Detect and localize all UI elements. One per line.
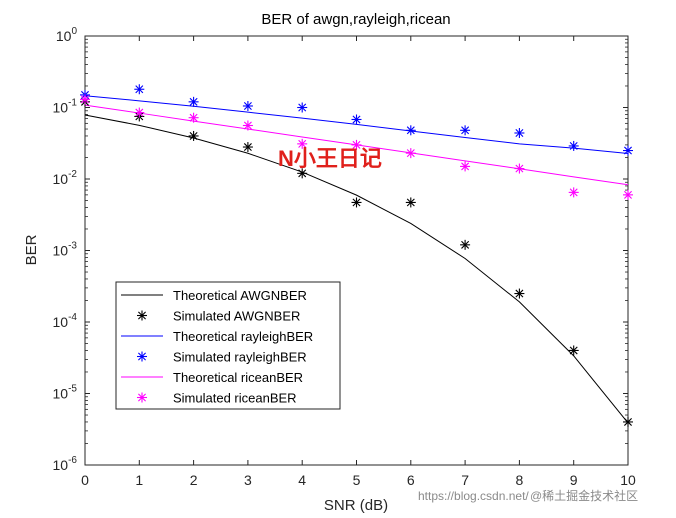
data-point-3	[297, 102, 308, 113]
x-tick-label: 8	[516, 472, 524, 488]
legend-label: Theoretical AWGNBER	[173, 288, 307, 303]
y-tick-exponent: -5	[68, 384, 77, 395]
x-tick-label: 10	[620, 472, 636, 488]
legend-marker-5	[137, 392, 147, 403]
data-point-5	[351, 139, 362, 150]
data-point-1	[297, 168, 308, 179]
overlay-text: N小王日记	[278, 146, 382, 171]
y-tick-exponent: 0	[71, 26, 77, 37]
y-tick-label: 10-4	[53, 312, 78, 330]
x-tick-label: 9	[570, 472, 578, 488]
data-point-1	[514, 288, 525, 299]
data-point-3	[242, 100, 253, 111]
data-point-5	[460, 161, 471, 172]
x-tick-label: 7	[461, 472, 469, 488]
watermark-url: https://blog.csdn.net/	[418, 489, 529, 503]
data-point-3	[460, 125, 471, 136]
y-tick-base: 10	[56, 28, 72, 44]
y-tick-exponent: -4	[68, 312, 77, 323]
x-tick-label: 6	[407, 472, 415, 488]
data-point-1	[568, 345, 579, 356]
data-point-5	[242, 120, 253, 131]
legend-marker-1	[137, 310, 147, 321]
y-tick-label: 10-3	[53, 241, 78, 259]
legend-label: Theoretical riceanBER	[173, 370, 303, 385]
data-point-3	[568, 140, 579, 151]
x-tick-label: 5	[353, 472, 361, 488]
x-tick-label: 1	[135, 472, 143, 488]
y-tick-label: 10-1	[53, 98, 78, 116]
legend-label: Simulated AWGNBER	[173, 309, 300, 324]
chart-title: BER of awgn,rayleigh,ricean	[261, 11, 450, 28]
y-tick-label: 10-5	[53, 384, 78, 402]
y-tick-exponent: -3	[68, 241, 77, 252]
data-point-5	[80, 94, 90, 105]
y-tick-base: 10	[53, 171, 69, 187]
data-point-5	[188, 112, 199, 123]
data-point-1	[242, 142, 253, 153]
y-tick-label: 10-2	[53, 169, 78, 187]
x-tick-labels: 0 1 2 3 4 5 6 7 8 9 10	[81, 472, 636, 488]
watermark: https://blog.csdn.net/ @稀土掘金技术社区	[418, 488, 638, 503]
data-point-3	[351, 114, 362, 125]
data-point-1	[188, 130, 199, 141]
data-point-5	[405, 148, 416, 159]
y-axis-label: BER	[23, 234, 40, 265]
y-tick-base: 10	[53, 386, 69, 402]
y-tick-base: 10	[53, 314, 69, 330]
y-tick-base: 10	[53, 100, 69, 116]
axis-ticks	[84, 35, 629, 466]
data-point-3	[405, 125, 416, 136]
data-point-5	[623, 189, 633, 200]
y-tick-label: 100	[56, 26, 78, 44]
legend-label: Theoretical rayleighBER	[173, 329, 313, 344]
data-point-1	[623, 416, 633, 427]
data-point-1	[351, 197, 362, 208]
data-point-1	[405, 197, 416, 208]
data-point-3	[514, 127, 525, 138]
x-axis-label: SNR (dB)	[324, 497, 388, 514]
y-tick-base: 10	[53, 457, 69, 473]
series-markers	[80, 84, 633, 427]
data-point-3	[623, 145, 633, 156]
data-point-5	[297, 138, 308, 149]
y-tick-base: 10	[53, 243, 69, 259]
data-point-3	[188, 96, 199, 107]
legend-label: Simulated rayleighBER	[173, 350, 307, 365]
legend: Theoretical AWGNBER Simulated AWGNBER Theo…	[115, 281, 341, 410]
x-tick-label: 0	[81, 472, 89, 488]
y-tick-label: 10-6	[53, 455, 78, 473]
y-tick-exponent: -1	[68, 98, 77, 109]
data-point-3	[134, 84, 145, 95]
data-point-5	[514, 163, 525, 174]
y-tick-exponent: -6	[68, 455, 77, 466]
legend-box	[115, 281, 341, 410]
watermark-brand: @稀土掘金技术社区	[530, 488, 638, 503]
series-line-0	[84, 114, 629, 424]
x-tick-label: 2	[190, 472, 198, 488]
legend-label: Simulated riceanBER	[173, 391, 297, 406]
y-tick-exponent: -2	[68, 169, 77, 180]
x-tick-label: 3	[244, 472, 252, 488]
data-point-1	[460, 239, 471, 250]
x-tick-label: 4	[298, 472, 306, 488]
data-point-5	[134, 107, 145, 118]
legend-marker-3	[137, 351, 147, 362]
data-point-5	[568, 187, 579, 198]
legend-items: Theoretical AWGNBER Simulated AWGNBER Theo…	[121, 288, 313, 406]
